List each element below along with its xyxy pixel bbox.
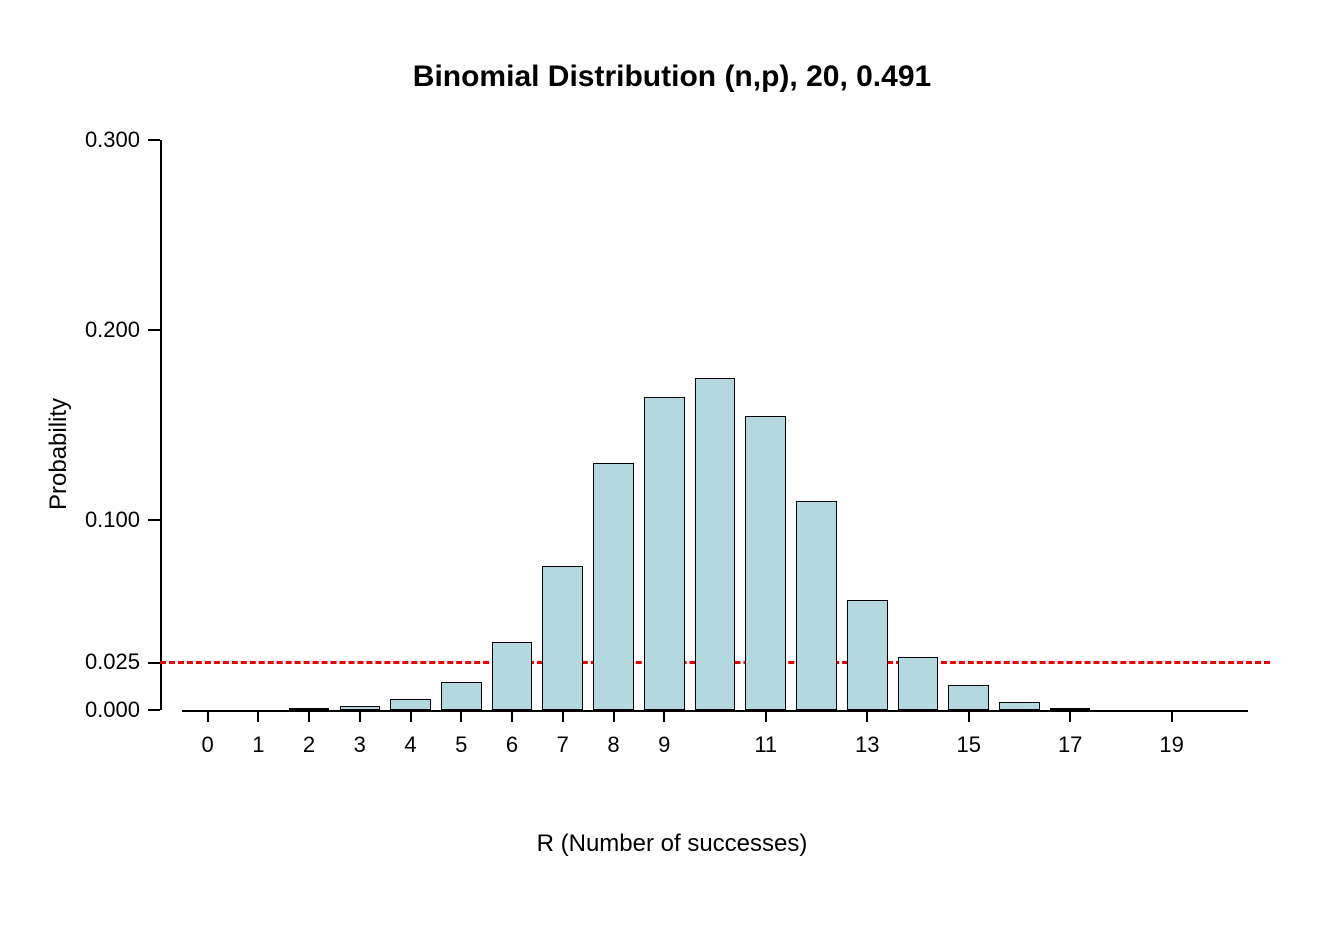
x-tick <box>562 710 564 722</box>
y-axis <box>160 140 162 710</box>
x-axis <box>182 710 1248 712</box>
x-tick <box>765 710 767 722</box>
x-tick <box>359 710 361 722</box>
bar <box>999 702 1040 710</box>
bar <box>441 682 482 711</box>
plot-area: 0.0000.0250.1000.2000.300012345678911131… <box>160 140 1270 710</box>
x-tick <box>1069 710 1071 722</box>
bar <box>593 463 634 710</box>
x-tick-label: 19 <box>1142 732 1202 758</box>
chart-title: Binomial Distribution (n,p), 20, 0.491 <box>0 60 1344 94</box>
x-tick-label: 9 <box>634 732 694 758</box>
bar <box>542 566 583 710</box>
x-axis-label: R (Number of successes) <box>0 830 1344 858</box>
x-tick <box>460 710 462 722</box>
bar <box>1202 710 1243 712</box>
x-tick <box>511 710 513 722</box>
y-tick <box>148 519 160 521</box>
x-tick <box>410 710 412 722</box>
y-tick-label: 0.300 <box>50 127 140 153</box>
bar <box>796 501 837 710</box>
bar <box>847 600 888 710</box>
y-axis-label: Probability <box>45 398 73 510</box>
y-tick-label: 0.100 <box>50 507 140 533</box>
y-tick <box>148 139 160 141</box>
y-tick <box>148 329 160 331</box>
bar <box>695 378 736 711</box>
x-tick-label: 15 <box>939 732 999 758</box>
x-tick <box>663 710 665 722</box>
bar <box>644 397 685 711</box>
bar <box>745 416 786 711</box>
y-tick <box>148 709 160 711</box>
y-tick <box>148 662 160 664</box>
bar <box>898 657 939 710</box>
x-tick-label: 13 <box>837 732 897 758</box>
x-tick-label: 11 <box>736 732 796 758</box>
chart-container: Binomial Distribution (n,p), 20, 0.491 P… <box>0 0 1344 940</box>
x-tick <box>613 710 615 722</box>
bar <box>1101 710 1142 712</box>
x-tick <box>1171 710 1173 722</box>
bar <box>390 699 431 710</box>
bar <box>492 642 533 710</box>
x-tick <box>207 710 209 722</box>
y-tick-label: 0.000 <box>50 697 140 723</box>
x-tick <box>257 710 259 722</box>
x-tick <box>308 710 310 722</box>
y-tick-label: 0.200 <box>50 317 140 343</box>
x-tick <box>866 710 868 722</box>
bar <box>948 685 989 710</box>
x-tick-label: 17 <box>1040 732 1100 758</box>
y-tick-label: 0.025 <box>50 649 140 675</box>
x-tick <box>968 710 970 722</box>
